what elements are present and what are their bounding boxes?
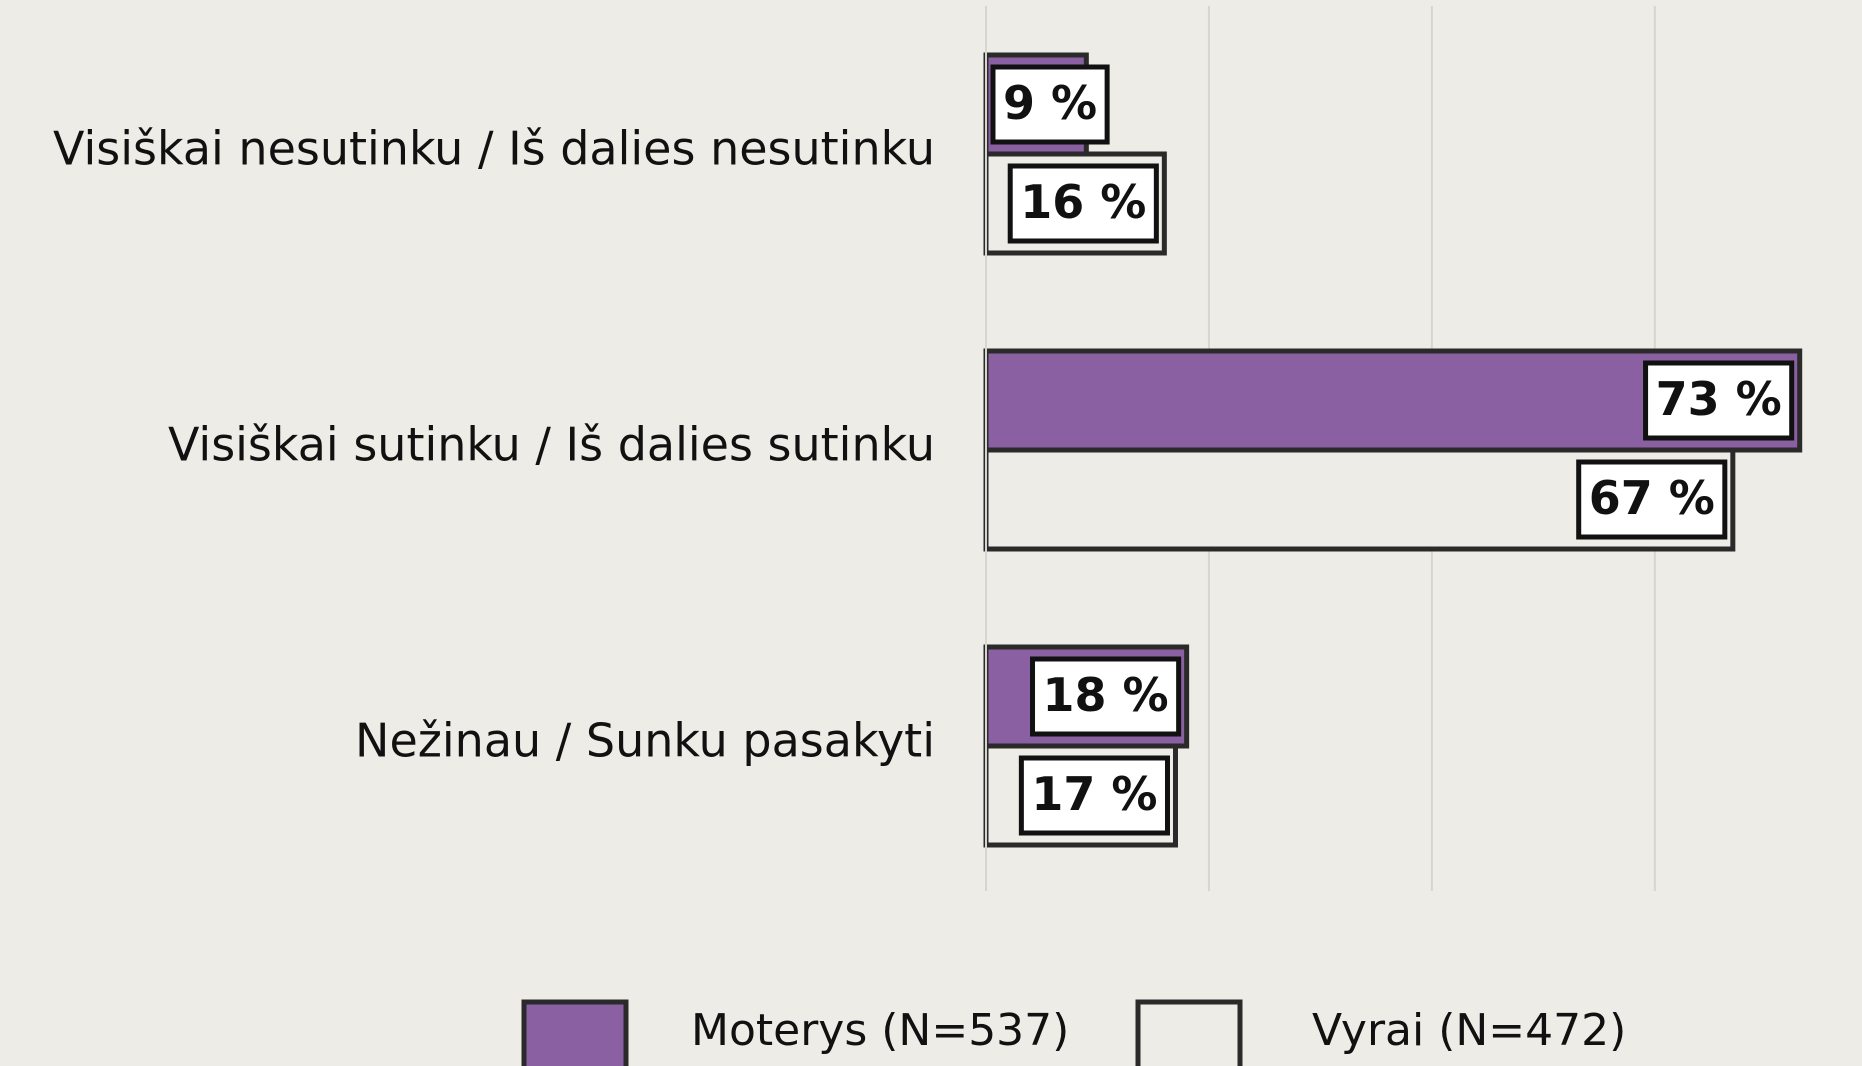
legend-swatch bbox=[521, 999, 629, 1066]
category-label: Nežinau / Sunku pasakyti bbox=[355, 714, 935, 768]
category-label: Visiškai nesutinku / Iš dalies nesutinku bbox=[53, 122, 935, 176]
value-label-box bbox=[1007, 163, 1159, 244]
value-label: 17 % bbox=[1031, 767, 1157, 821]
value-label-box bbox=[1018, 755, 1170, 836]
value-label: 18 % bbox=[1043, 668, 1169, 722]
value-label-box bbox=[1030, 656, 1182, 737]
value-label-box bbox=[1643, 360, 1795, 441]
value-label: 16 % bbox=[1020, 175, 1146, 229]
legend-label: Vyrai (N=472) bbox=[1312, 1005, 1626, 1056]
category-label: Visiškai sutinku / Iš dalies sutinku bbox=[168, 418, 935, 472]
legend-swatch bbox=[1135, 999, 1243, 1066]
value-label: 9 % bbox=[1003, 76, 1097, 130]
value-label-box bbox=[990, 64, 1110, 145]
value-label: 73 % bbox=[1656, 372, 1782, 426]
legend-label: Moterys (N=537) bbox=[691, 1005, 1069, 1056]
value-label: 67 % bbox=[1589, 471, 1715, 525]
value-label-box bbox=[1576, 459, 1728, 540]
